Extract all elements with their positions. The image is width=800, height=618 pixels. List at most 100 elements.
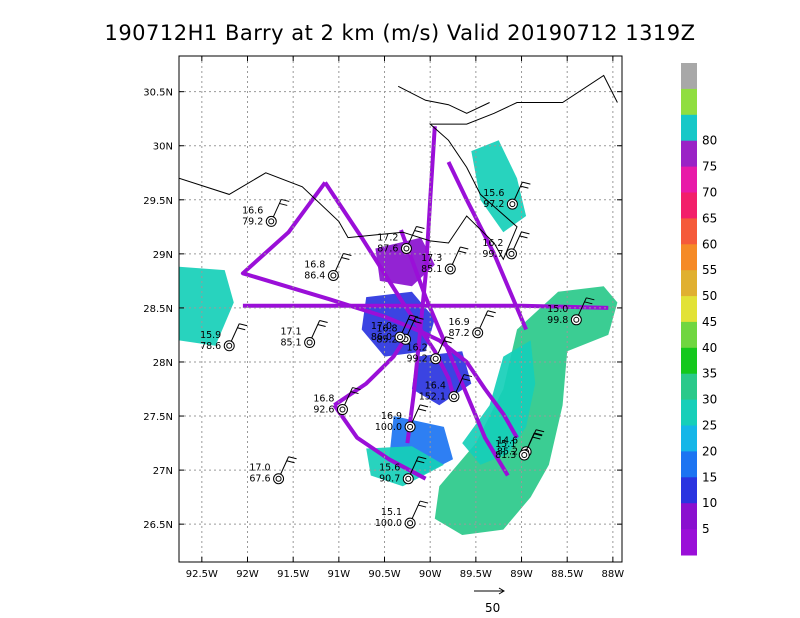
colorbar-label: 55 [702, 263, 717, 277]
station-marker [402, 473, 414, 485]
colorbar-label: 80 [702, 134, 717, 148]
colorbar-band [681, 114, 697, 142]
station-barb-flag [319, 320, 328, 324]
colorbar-band [681, 63, 697, 90]
station-pressure-label: 99.8 [547, 315, 568, 326]
station-pressure-label: 81.3 [495, 450, 516, 461]
station-pressure-label: 85.1 [280, 338, 301, 349]
observation-stations: 16.679.217.287.616.886.417.385.115.697.2… [200, 181, 595, 529]
station-marker [505, 248, 517, 260]
colorbar-label: 45 [702, 315, 717, 329]
station-1: 17.287.6 [377, 225, 425, 254]
station-12: 16.299.2 [407, 336, 454, 365]
station-marker-inner [405, 475, 412, 482]
station-barb-flag [445, 336, 454, 340]
station-pressure-label: 79.2 [242, 216, 263, 227]
station-speed-label: 15.6 [483, 188, 504, 199]
station-barb-flag [352, 387, 361, 391]
colorbar-band [681, 192, 697, 219]
station-pressure-label: 99.2 [407, 354, 428, 365]
colorbar-label: 70 [702, 185, 717, 199]
colorbar-band [681, 321, 697, 349]
station-marker-inner [268, 218, 275, 225]
station-barb-flag [519, 235, 528, 239]
y-tick-label: 29.5N [143, 196, 173, 207]
station-barb-flag [417, 408, 427, 412]
station-marker-inner [573, 316, 580, 323]
station-pressure-label: 152.1 [419, 392, 446, 403]
gridlines [179, 56, 622, 562]
colorbar-band [681, 347, 697, 375]
station-pressure-label: 85.2 [497, 447, 518, 458]
colorbar-label: 15 [702, 470, 717, 484]
station-barb-flag [343, 252, 352, 256]
station-pressure-label: 99.7 [482, 249, 503, 260]
colorbar-label: 10 [702, 496, 717, 510]
colorbar-band [681, 451, 697, 478]
colorbar-legend: 5 10 15 20 25 30 35 40 45 50 55 60 65 70 75 80 [681, 63, 717, 556]
wind-swath-7 [179, 266, 234, 346]
station-speed-label: 17.0 [371, 321, 392, 332]
station-6: 15.978.6 [200, 323, 248, 352]
station-pressure-label: 67.6 [249, 474, 270, 485]
station-barb-flag [286, 460, 295, 464]
reference-vector-arrowhead [498, 587, 505, 595]
x-tick-label: 90.5W [368, 569, 400, 580]
station-marker-inner [407, 520, 414, 527]
station-marker [265, 215, 277, 227]
station-19: 15.690.7 [379, 456, 427, 485]
colorbar-band [681, 296, 697, 323]
station-speed-label: 16.8 [376, 323, 397, 334]
colorbar-label: 65 [702, 211, 717, 225]
station-marker-inner [474, 329, 481, 336]
colorbar-label: 50 [702, 289, 717, 303]
station-marker-inner [275, 475, 282, 482]
x-tick-label: 88.5W [551, 569, 583, 580]
station-speed-label: 15.0 [547, 304, 568, 315]
station-marker-inner [521, 451, 528, 458]
y-tick-label: 26.5N [143, 520, 173, 531]
station-marker-inner [403, 245, 410, 252]
axis-ticks: 92.5W 92W 91.5W 91W 90.5W 90W 89.5W 89W 88.5W 88W… [143, 56, 624, 580]
coastline [179, 74, 618, 261]
station-barb-flag [521, 231, 530, 235]
station-barb-flag [416, 460, 425, 464]
station-barb-flag [279, 202, 288, 206]
station-marker-inner [330, 272, 337, 279]
station-barb-flag [413, 320, 422, 324]
station-barb-flag [409, 314, 419, 318]
station-speed-label: 17.1 [280, 327, 301, 338]
station-marker [304, 337, 316, 349]
y-tick-label: 29N [153, 250, 173, 261]
station-5: 16.299.7 [482, 231, 530, 260]
station-pressure-label: 87.6 [377, 243, 398, 254]
station-barb-flag [237, 327, 246, 331]
colorbar-band [681, 425, 697, 452]
x-tick-label: 92W [236, 569, 259, 580]
station-marker-inner [447, 265, 454, 272]
station-speed-label: 14.6 [497, 436, 518, 447]
station-speed-label: 17.3 [421, 253, 442, 264]
station-barb-flag [407, 318, 417, 322]
station-marker [570, 314, 582, 326]
station-marker [273, 473, 285, 485]
station-barb-flag [317, 324, 326, 328]
station-barb-flag [485, 314, 494, 318]
station-pressure-label: 92.6 [313, 405, 334, 416]
station-barb-flag [415, 316, 424, 320]
station-marker-inner [508, 250, 515, 257]
station-marker [404, 517, 416, 529]
station-barb-flag [288, 456, 297, 460]
station-pressure-label: 78.6 [200, 341, 221, 352]
station-marker-inner [432, 355, 439, 362]
flight-leg-5 [399, 229, 510, 477]
x-tick-label: 89.5W [460, 569, 492, 580]
station-marker [327, 269, 339, 281]
station-speed-label: 17.0 [249, 463, 270, 474]
colorbar-label: 40 [702, 341, 717, 355]
station-0: 16.679.2 [242, 198, 290, 227]
station-speed-label: 16.2 [407, 343, 428, 354]
station-speed-label: 15.1 [495, 439, 516, 450]
